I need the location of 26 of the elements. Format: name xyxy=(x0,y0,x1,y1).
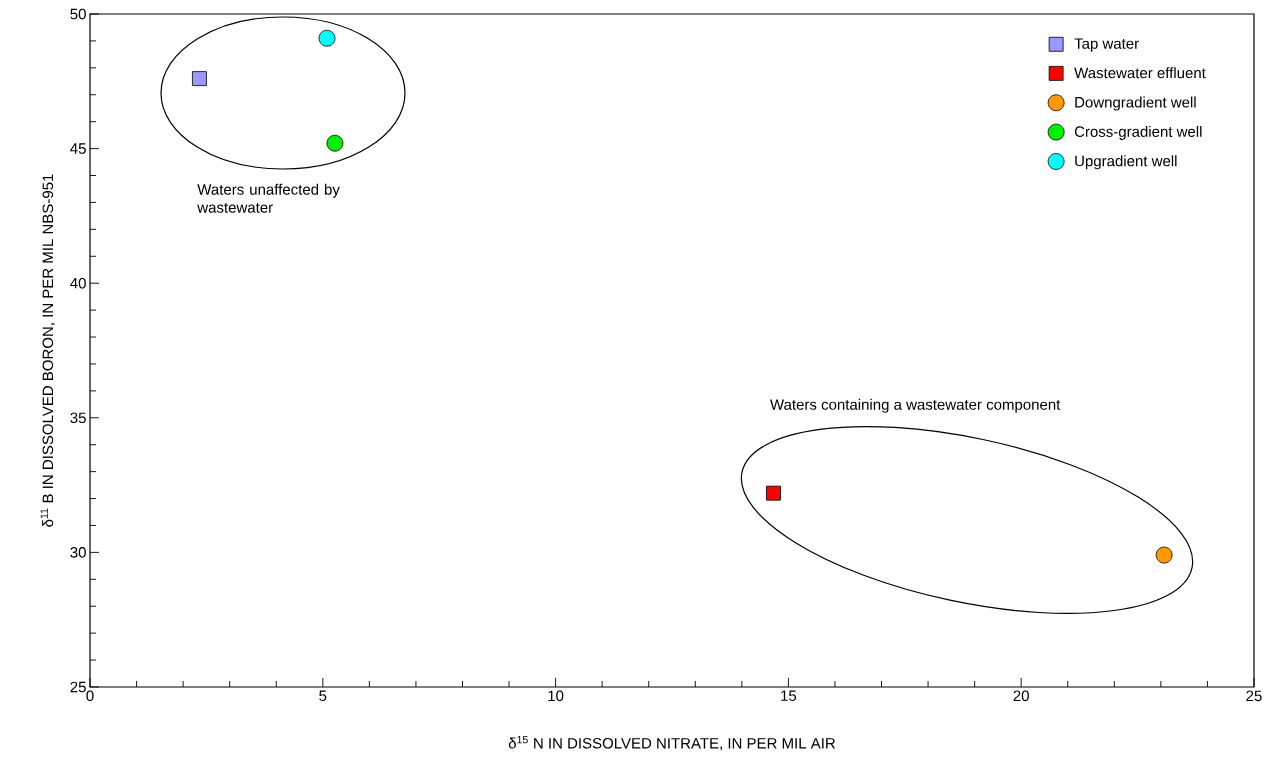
y-tick-label: 40 xyxy=(70,277,86,289)
legend-label: Downgradient well xyxy=(1075,96,1196,111)
point xyxy=(318,29,336,47)
x-tick-label: 0 xyxy=(86,690,94,702)
x-tick-label: 25 xyxy=(1246,690,1262,702)
y-tick-label: 35 xyxy=(70,412,86,424)
x-tick-label: 15 xyxy=(781,690,797,701)
x-axis-title: δ$^{15}$ N IN DISSOLVED NITRATE, IN PER MIL AIR xyxy=(508,736,836,751)
y-tick-label: 30 xyxy=(70,547,86,558)
legend-label: Upgradient well xyxy=(1075,155,1177,170)
point xyxy=(326,134,344,152)
x-tick-label: 10 xyxy=(548,690,564,702)
legend-label: Tap water xyxy=(1074,38,1139,52)
point xyxy=(766,485,781,501)
point xyxy=(1155,546,1173,564)
x-tick-label: 5 xyxy=(319,690,327,701)
point xyxy=(192,71,207,86)
legend-label: Cross-gradient well xyxy=(1074,125,1202,140)
legend-label: Wastewater effluent xyxy=(1074,67,1206,79)
annotation: Waters unaffected by wastewater xyxy=(197,183,340,213)
y-tick-label: 50 xyxy=(70,8,86,20)
x-tick-label: 20 xyxy=(1013,690,1029,702)
y-tick-label: 45 xyxy=(70,143,86,154)
y-axis-title: δ$^{11}$ B IN DISSOLVED BORON, IN PER MIL NBS-951 xyxy=(40,174,55,527)
annotation: Waters containing a wastewater component xyxy=(770,398,1061,413)
y-tick-label: 25 xyxy=(70,681,86,693)
